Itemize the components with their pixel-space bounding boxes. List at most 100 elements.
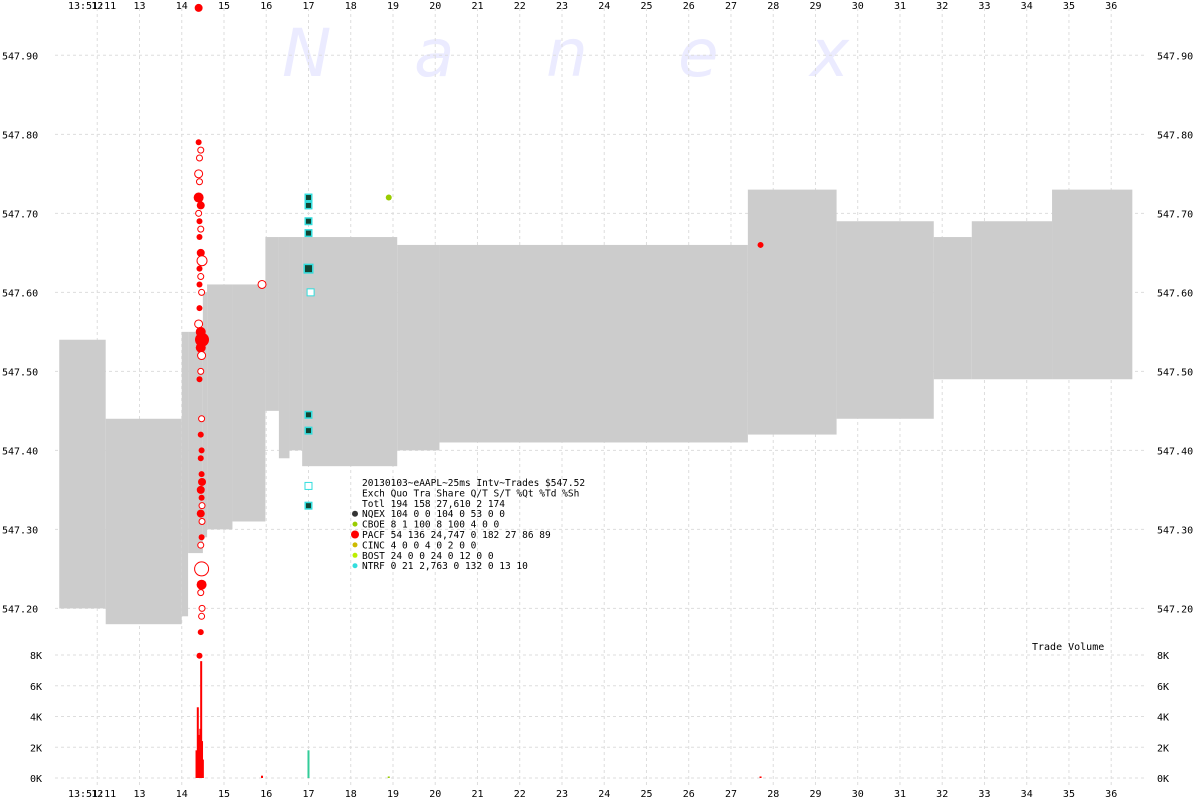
watermark-letter: a [414, 15, 454, 92]
nbbo-band [181, 331, 189, 617]
volume-tick-label-right: 8K [1157, 651, 1169, 662]
nbbo-band [397, 244, 440, 451]
trade-point-pacf [197, 629, 204, 636]
trade-point-pacf [196, 376, 203, 383]
trade-point-pacf [195, 209, 203, 217]
price-tick-label-left: 547.70 [2, 209, 38, 220]
x-tick-label-bottom: 15 [218, 789, 230, 800]
legend-total: Totl 194 158 27,610 2 174 [362, 499, 505, 510]
x-tick-label-bottom: 24 [598, 789, 610, 800]
volume-panel [195, 661, 762, 778]
x-tick-label-top: 28 [767, 1, 779, 12]
watermark-letter: e [678, 15, 719, 92]
trade-point-pacf [196, 218, 203, 225]
nbbo-band [747, 189, 837, 435]
trade-point-pacf [197, 146, 205, 154]
x-tick-label-bottom: 21 [471, 789, 483, 800]
trade-point-ntrf [306, 288, 315, 297]
trade-point-pacf [193, 192, 204, 203]
trade-point-pacf [195, 139, 202, 146]
trade-point-pacf [197, 431, 204, 438]
x-tick-label-bottom: 30 [852, 789, 864, 800]
nbbo-band [232, 284, 266, 522]
nbbo-band [836, 221, 934, 419]
nbbo-band [933, 237, 972, 380]
trade-point-pacf [194, 561, 210, 577]
trade-point-pacf [195, 154, 203, 162]
volume-spike [198, 734, 201, 778]
x-tick-label-bottom: 33 [978, 789, 990, 800]
trade-point-ntrf-core [305, 202, 311, 208]
x-tick-label-top: 35 [1063, 1, 1075, 12]
trade-point-pacf [194, 3, 203, 12]
volume-spike [195, 750, 198, 778]
trade-point-pacf [196, 201, 205, 210]
x-tick-label-bottom: 23 [556, 789, 568, 800]
legend-row: NTRF 0 21 2,763 0 132 0 13 10 [362, 561, 528, 572]
trade-point-ntrf-core [305, 412, 311, 418]
time-start-label-top: 13:51:11 [68, 1, 116, 12]
price-tick-label-left: 547.60 [2, 288, 38, 299]
legend-title: 20130103~eAAPL~25ms Intv~Trades $547.52 [362, 478, 585, 489]
legend-row: CBOE 8 1 100 8 100 4 0 0 [362, 520, 500, 531]
legend-row: PACF 54 136 24,747 0 182 27 86 89 [362, 530, 551, 541]
trade-point-pacf [757, 241, 764, 248]
legend-header: Exch Quo Tra Share Q/T S/T %Qt %Td %Sh [362, 488, 579, 499]
trade-point-pacf [198, 534, 205, 541]
trade-point-pacf [196, 265, 203, 272]
volume-spike [307, 750, 310, 778]
x-tick-label-top: 27 [725, 1, 737, 12]
trade-point-pacf [197, 367, 205, 375]
trade-point-ntrf-core [305, 218, 311, 224]
trade-point-pacf [198, 502, 206, 510]
volume-tick-label-left: 8K [30, 651, 42, 662]
x-tick-label-top: 24 [598, 1, 610, 12]
legend-row: CINC 4 0 0 4 0 2 0 0 [362, 540, 477, 551]
watermark-letter: N [282, 15, 331, 92]
nbbo-band [289, 237, 303, 451]
nbbo-band [971, 221, 1053, 380]
volume-tick-label-left: 0K [30, 774, 42, 785]
trade-point-pacf [194, 319, 204, 329]
x-tick-label-bottom: 35 [1063, 789, 1075, 800]
volume-tick-label-right: 4K [1157, 713, 1169, 724]
price-tick-label-left: 547.20 [2, 604, 38, 615]
volume-spike [261, 775, 264, 778]
trade-point-pacf [196, 248, 205, 257]
trade-point-ntrf-core [305, 428, 311, 434]
x-tick-label-top: 31 [894, 1, 906, 12]
price-tick-label-right: 547.80 [1157, 130, 1193, 141]
price-tick-label-left: 547.40 [2, 446, 38, 457]
x-tick-label-bottom: 14 [176, 789, 188, 800]
x-tick-label-bottom: 32 [936, 789, 948, 800]
trade-point-pacf [197, 351, 207, 361]
x-tick-label-bottom: 19 [387, 789, 399, 800]
x-tick-label-bottom: 25 [640, 789, 652, 800]
nbbo-band [439, 244, 748, 443]
volume-spike [201, 759, 204, 778]
trade-point-pacf [195, 178, 203, 186]
legend-marker [352, 563, 358, 569]
price-tick-label-right: 547.60 [1157, 288, 1193, 299]
x-tick-label-top: 15 [218, 1, 230, 12]
trade-point-pacf [198, 517, 206, 525]
price-tick-label-right: 547.40 [1157, 446, 1193, 457]
trade-point-pacf [195, 342, 206, 353]
legend-row: BOST 24 0 0 24 0 12 0 0 [362, 551, 494, 562]
trade-point-pacf [198, 612, 206, 620]
nbbo-band [105, 418, 182, 625]
x-tick-label-top: 33 [978, 1, 990, 12]
trade-point-pacf [197, 589, 205, 597]
legend-marker [352, 510, 358, 517]
volume-tick-label-right: 2K [1157, 743, 1169, 754]
trade-point-pacf [197, 455, 204, 462]
volume-label: Trade Volume [1032, 642, 1104, 653]
x-tick-label-bottom: 26 [683, 789, 695, 800]
watermark-letter: n [546, 15, 588, 92]
x-tick-label-top: 23 [556, 1, 568, 12]
x-tick-label-bottom: 18 [345, 789, 357, 800]
x-tick-label-top: 30 [852, 1, 864, 12]
price-tick-label-left: 547.50 [2, 367, 38, 378]
